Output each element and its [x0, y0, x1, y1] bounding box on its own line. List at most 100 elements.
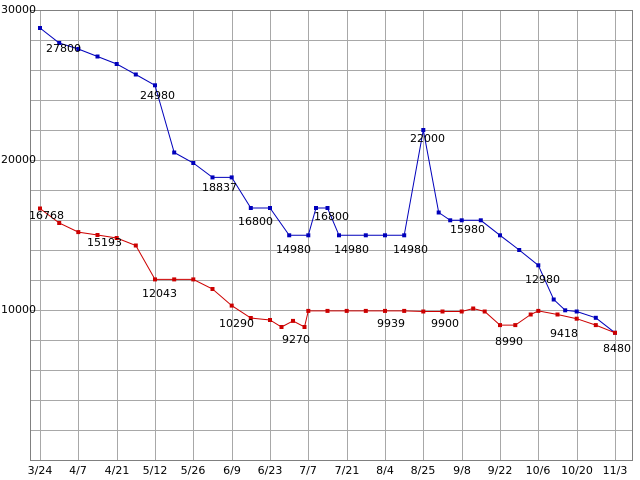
- upper-price-series-marker: [57, 41, 62, 45]
- point-value-label-lower: 15193: [87, 236, 122, 249]
- upper-price-series-marker: [325, 206, 330, 210]
- point-value-label-upper: 27800: [46, 42, 81, 55]
- x-tick-label: 6/23: [258, 464, 283, 477]
- y-tick-label: 10000: [1, 303, 36, 316]
- lower-price-series: [38, 206, 617, 335]
- point-value-label-lower: 9939: [377, 317, 405, 330]
- lower-price-series-marker: [229, 303, 234, 308]
- lower-price-series-marker: [613, 330, 617, 335]
- upper-price-series-marker: [76, 47, 81, 51]
- upper-price-series-marker: [551, 297, 556, 302]
- lower-price-series-marker: [172, 277, 177, 282]
- point-value-label-upper: 14980: [393, 243, 428, 256]
- upper-price-series-marker: [436, 210, 441, 215]
- upper-price-series-marker: [172, 150, 177, 155]
- lower-price-series-marker: [325, 308, 330, 313]
- upper-price-series-marker: [95, 54, 100, 59]
- x-tick-label: 9/8: [453, 464, 471, 477]
- lower-price-series-marker: [133, 243, 138, 248]
- point-value-label-upper: 12980: [525, 273, 560, 286]
- lower-price-series-marker: [593, 323, 598, 328]
- upper-price-series-marker: [402, 233, 407, 238]
- point-value-label-upper: 16800: [314, 210, 349, 223]
- x-tick-label: 7/7: [299, 464, 317, 477]
- x-tick-label: 6/9: [223, 464, 241, 477]
- point-value-label-upper: 14980: [276, 243, 311, 256]
- point-value-label-upper: 15980: [450, 223, 485, 236]
- x-tick-label: 3/24: [28, 464, 53, 477]
- lower-price-series-marker: [191, 277, 196, 282]
- lower-price-series-marker: [383, 308, 387, 313]
- point-value-label-upper: 14980: [334, 243, 369, 256]
- upper-price-series-line: [39, 27, 616, 334]
- upper-price-series-marker: [337, 233, 341, 238]
- y-tick-label: 30000: [1, 3, 36, 16]
- lower-price-series-marker: [555, 312, 560, 317]
- upper-price-series-marker: [38, 26, 42, 30]
- lower-price-series-marker: [114, 236, 119, 240]
- upper-price-series-marker: [421, 128, 426, 132]
- x-tick-label: 5/26: [181, 464, 206, 477]
- point-value-label-upper: 18837: [202, 181, 237, 194]
- point-value-label-upper: 22000: [410, 132, 445, 145]
- point-value-label-lower: 9418: [550, 327, 578, 340]
- lower-price-series-marker: [76, 230, 81, 235]
- point-value-label-lower: 9900: [431, 317, 459, 330]
- upper-price-series-marker: [536, 263, 541, 268]
- upper-price-series-marker: [563, 308, 568, 313]
- upper-price-series-marker: [363, 233, 368, 238]
- point-value-label-upper: 24980: [140, 89, 175, 102]
- x-tick-label: 11/3: [603, 464, 628, 477]
- lower-price-series-marker: [268, 318, 272, 322]
- y-axis-labels: 30000 20000 10000: [1, 3, 36, 316]
- x-tick-label: 8/25: [411, 464, 436, 477]
- upper-price-series-marker: [314, 206, 318, 210]
- lower-price-series-marker: [210, 287, 215, 291]
- lower-price-series-marker: [421, 309, 426, 314]
- y-tick-label: 20000: [1, 153, 36, 166]
- lower-price-series-marker: [471, 306, 476, 311]
- lower-price-series-marker: [402, 308, 407, 313]
- lower-price-series-marker: [344, 308, 349, 313]
- upper-price-series-marker: [268, 206, 272, 210]
- upper-price-series-marker: [287, 233, 292, 238]
- point-value-label-upper: 16800: [238, 215, 273, 228]
- x-tick-label: 5/12: [143, 464, 168, 477]
- upper-price-series-marker: [478, 218, 483, 223]
- upper-price-series-marker: [306, 233, 311, 238]
- lower-price-series-marker: [291, 318, 295, 323]
- lower-price-series-marker: [536, 308, 541, 313]
- x-tick-label: 7/21: [335, 464, 360, 477]
- x-tick-label: 10/6: [526, 464, 551, 477]
- point-value-label-upper: 8480: [603, 342, 631, 355]
- point-value-label-lower: 8990: [495, 335, 523, 348]
- lower-price-series-marker: [440, 309, 445, 314]
- lower-price-series-marker: [279, 325, 284, 329]
- x-tick-label: 4/7: [69, 464, 87, 477]
- upper-price-series-marker: [448, 218, 453, 223]
- lower-price-series-marker: [306, 308, 311, 313]
- x-tick-label: 10/20: [561, 464, 593, 477]
- upper-price-series-marker: [517, 248, 522, 252]
- lower-price-series-marker: [363, 308, 368, 313]
- x-tick-label: 4/21: [105, 464, 130, 477]
- lower-price-series-marker: [574, 316, 579, 321]
- lower-price-series-marker: [459, 309, 464, 314]
- upper-price-series-marker: [153, 83, 157, 88]
- lower-price-series-marker: [528, 312, 533, 317]
- x-axis-labels: 3/24 4/7 4/21 5/12 5/26 6/9 6/23 7/7 7/21 8/4 8/25…: [28, 464, 628, 477]
- upper-price-series-marker: [210, 175, 215, 180]
- lower-price-series-marker: [302, 325, 307, 329]
- point-value-label-lower: 16768: [29, 209, 64, 222]
- upper-price-series-marker: [248, 206, 253, 210]
- lower-price-series-marker: [482, 309, 487, 314]
- upper-price-series-marker: [593, 315, 598, 320]
- upper-price-series-marker: [229, 175, 234, 180]
- plot-border: [30, 10, 633, 461]
- lower-price-series-marker: [498, 323, 502, 328]
- lower-price-series-marker: [57, 221, 62, 225]
- lower-price-series-marker: [38, 206, 42, 211]
- point-value-labels: 27800 24980 18837 16800 14980 16800 14980 14980…: [29, 42, 631, 355]
